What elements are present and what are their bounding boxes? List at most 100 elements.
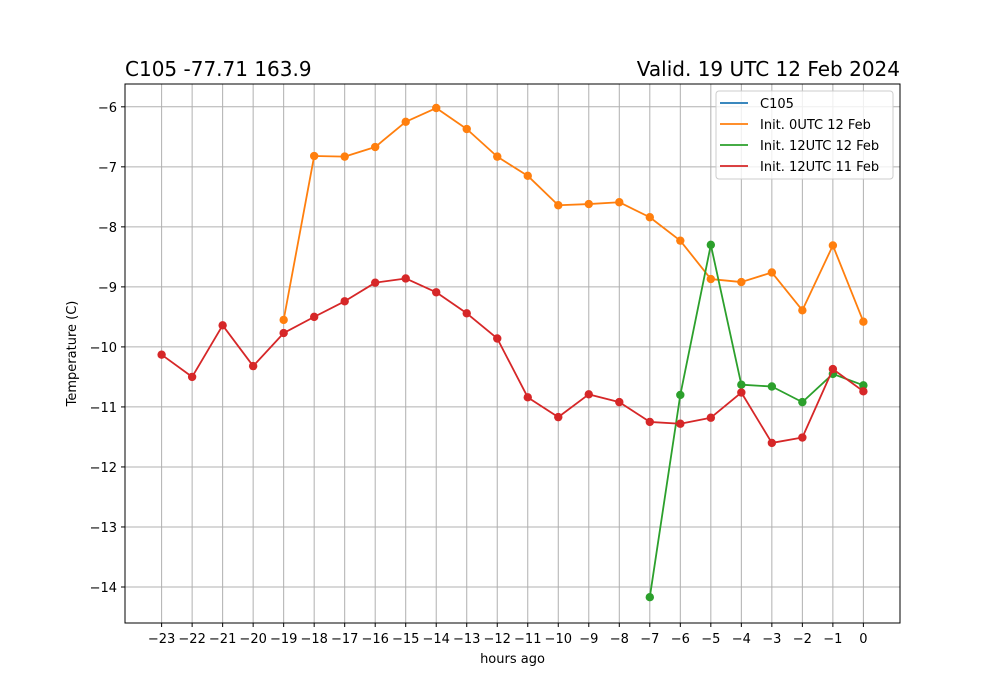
x-tick-label: −3 <box>762 632 781 647</box>
data-point <box>645 213 655 222</box>
x-tick-label: −17 <box>331 632 358 647</box>
data-point <box>798 397 807 407</box>
data-point <box>737 380 746 389</box>
data-point <box>370 278 380 287</box>
data-point <box>309 312 319 322</box>
grid-lines <box>125 84 900 623</box>
legend-label: Init. 12UTC 12 Feb <box>760 139 879 154</box>
x-tick-label: −5 <box>701 632 720 647</box>
x-tick-label: −23 <box>148 632 175 647</box>
data-point <box>523 393 532 402</box>
x-tick-label: −8 <box>610 632 629 647</box>
chart-title-right: Valid. 19 UTC 12 Feb 2024 <box>637 57 900 81</box>
data-point <box>218 321 227 330</box>
y-tick-label: −11 <box>90 401 117 416</box>
x-tick-label: −7 <box>640 632 659 647</box>
data-point <box>737 277 746 287</box>
data-point <box>401 274 410 283</box>
x-tick-label: 0 <box>859 632 867 647</box>
legend-box <box>715 90 894 180</box>
data-point <box>584 199 593 209</box>
data-point <box>676 236 685 245</box>
y-tick-label: −13 <box>90 521 117 536</box>
x-tick-label: −6 <box>671 632 690 647</box>
x-tick-label: −14 <box>423 632 450 647</box>
data-point <box>615 198 624 207</box>
data-point <box>187 372 197 382</box>
x-axis-ticks: −23 −22 −21 −20 −19 −18 −17 −16 −15 −14 −13 −12 −11−… <box>148 623 868 647</box>
data-point <box>859 387 868 396</box>
x-axis-label: hours ago <box>480 652 545 667</box>
x-tick-label: −16 <box>361 632 388 647</box>
series-init-0utc-12-feb <box>279 103 868 326</box>
plot-frame <box>124 83 901 624</box>
series-init-12utc-11-feb <box>157 274 868 448</box>
x-tick-label: −12 <box>484 632 511 647</box>
data-point <box>523 171 532 181</box>
legend-label: C105 <box>760 97 794 112</box>
x-tick-label: −13 <box>453 632 480 647</box>
x-tick-label: −18 <box>300 632 327 647</box>
data-point <box>798 306 807 315</box>
data-point <box>279 328 288 338</box>
data-point <box>767 438 777 448</box>
data-point <box>859 317 868 326</box>
data-point <box>554 201 563 210</box>
x-tick-label: −11 <box>514 632 541 647</box>
series-line <box>161 277 864 444</box>
data-point <box>767 382 777 391</box>
x-tick-label: −10 <box>545 632 572 647</box>
legend-label: Init. 0UTC 12 Feb <box>760 118 871 133</box>
chart-title-left: C105 -77.71 163.9 <box>125 57 312 81</box>
data-point <box>462 124 471 134</box>
y-tick-label: −8 <box>98 221 117 236</box>
x-tick-label: −4 <box>732 632 751 647</box>
x-tick-label: −9 <box>579 632 598 647</box>
data-point <box>279 315 288 325</box>
data-point <box>248 361 258 371</box>
x-tick-label: −20 <box>239 632 266 647</box>
data-point <box>309 151 319 161</box>
y-axis-label: Temperature (C) <box>65 301 80 408</box>
data-point <box>859 381 868 390</box>
legend-entries: C105 Init. 0UTC 12 Feb Init. 12UTC 12 Feb I… <box>720 97 879 175</box>
x-tick-label: −19 <box>270 632 297 647</box>
x-tick-label: −1 <box>823 632 842 647</box>
data-point <box>706 413 716 422</box>
series-layer <box>157 103 868 602</box>
data-point <box>584 390 593 399</box>
data-point <box>676 390 685 400</box>
y-tick-label: −12 <box>90 461 117 476</box>
data-point <box>615 397 624 407</box>
y-tick-label: −6 <box>98 101 117 116</box>
data-point <box>767 268 777 277</box>
data-point <box>737 388 746 397</box>
legend: C105 Init. 0UTC 12 Feb Init. 12UTC 12 Feb I… <box>715 90 894 180</box>
data-point <box>828 241 838 250</box>
y-axis-ticks: −14 −13 −12 −11 −10 −9 −8 −7 −6 <box>90 101 125 596</box>
data-point <box>462 309 471 318</box>
x-tick-label: −22 <box>178 632 205 647</box>
data-point <box>828 364 838 374</box>
series-line <box>282 107 865 323</box>
data-point <box>370 142 380 152</box>
data-point <box>401 117 410 127</box>
data-point <box>645 417 655 427</box>
y-tick-label: −14 <box>90 581 117 596</box>
data-point <box>706 274 716 284</box>
data-point <box>432 103 441 113</box>
y-tick-label: −7 <box>98 161 117 176</box>
data-point <box>340 152 349 161</box>
data-point <box>554 412 563 422</box>
data-point <box>798 433 807 442</box>
x-tick-label: −21 <box>209 632 236 647</box>
data-point <box>493 152 502 161</box>
y-tick-label: −9 <box>98 281 117 296</box>
legend-label: Init. 12UTC 11 Feb <box>760 160 879 175</box>
data-point <box>157 350 166 359</box>
data-point <box>432 288 441 297</box>
data-point <box>676 419 685 428</box>
x-tick-label: −15 <box>392 632 419 647</box>
x-tick-label: −2 <box>793 632 812 647</box>
